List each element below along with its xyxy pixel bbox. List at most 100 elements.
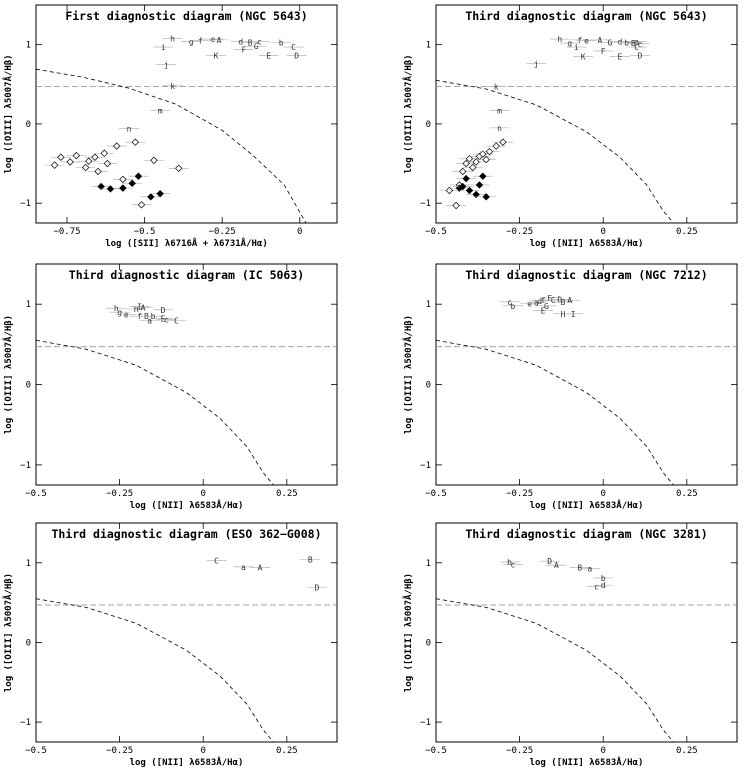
plot-frame xyxy=(435,522,738,743)
point-label-C: C xyxy=(291,43,296,52)
y-tick-label: 1 xyxy=(26,300,31,310)
x-tick-label: 0.25 xyxy=(676,746,698,756)
point-label-n: n xyxy=(497,124,502,133)
plot-frame xyxy=(35,4,338,224)
point-label-b: b xyxy=(511,302,516,311)
point-label-j: j xyxy=(164,60,169,69)
open-diamond-point xyxy=(479,150,487,158)
open-diamond-point xyxy=(482,155,490,164)
y-axis-label: log ([OIII] λ5007Å/Hβ) xyxy=(3,54,14,173)
point-label-a: a xyxy=(147,316,152,325)
filled-diamond-point xyxy=(128,179,136,188)
demarcation-curve xyxy=(36,68,307,223)
x-axis-label: log ([NII] λ6583Å/Hα) xyxy=(130,500,244,511)
y-axis-label: log ([OIII] λ5007Å/Hβ) xyxy=(3,573,14,692)
open-diamond-point xyxy=(472,158,480,166)
point-label-D: D xyxy=(161,306,166,315)
point-label-F: F xyxy=(601,47,606,56)
open-diamond-point xyxy=(100,149,108,157)
point-label-I: I xyxy=(571,310,576,319)
point-label-f: f xyxy=(541,296,546,305)
y-tick-label: 0 xyxy=(426,638,431,648)
plot-frame xyxy=(435,263,738,486)
point-label-e: e xyxy=(124,311,129,320)
point-label-c: c xyxy=(511,560,516,569)
open-diamond-point xyxy=(112,142,121,150)
chart-title: Third diagnostic diagram (NGC 7212) xyxy=(465,268,707,282)
point-label-D: D xyxy=(294,52,299,61)
point-label-b: b xyxy=(601,574,606,583)
open-diamond-point xyxy=(66,158,74,166)
filled-diamond-point xyxy=(147,193,155,201)
open-diamond-point xyxy=(492,142,500,150)
point-label-d: d xyxy=(537,297,542,306)
filled-diamond-point xyxy=(119,184,127,192)
point-label-f: f xyxy=(198,37,203,46)
point-label-g: g xyxy=(117,308,122,317)
x-tick-label: −0.25 xyxy=(106,489,133,499)
x-tick-label: 0.25 xyxy=(276,746,298,756)
point-label-G: G xyxy=(607,38,612,47)
open-diamond-point xyxy=(175,164,183,172)
open-diamond-point xyxy=(94,167,102,176)
y-tick-label: 0 xyxy=(26,120,31,130)
point-label-F: F xyxy=(241,45,246,54)
x-tick-label: −0.5 xyxy=(134,227,156,237)
x-tick-label: 0.25 xyxy=(276,489,298,499)
x-tick-label: 0 xyxy=(601,227,606,237)
plot-frame xyxy=(35,263,338,486)
x-tick-label: −0.5 xyxy=(25,489,47,499)
open-diamond-point xyxy=(50,161,59,169)
open-diamond-point xyxy=(499,138,507,146)
point-label-D: D xyxy=(557,295,562,304)
filled-diamond-point xyxy=(472,190,480,199)
open-diamond-point xyxy=(81,163,90,172)
y-tick-label: 1 xyxy=(426,559,431,569)
demarcation-curve xyxy=(436,339,674,485)
open-diamond-point xyxy=(72,151,81,160)
filled-diamond-point xyxy=(106,185,115,193)
x-tick-label: 0 xyxy=(201,489,206,499)
open-diamond-point xyxy=(469,163,477,172)
demarcation-curve xyxy=(436,598,674,742)
filled-diamond-point xyxy=(97,182,105,191)
y-axis-label: log ([OIII] λ5007Å/Hβ) xyxy=(3,315,14,434)
point-label-D: D xyxy=(315,584,320,593)
point-label-f: f xyxy=(137,312,142,321)
point-label-A: A xyxy=(141,303,146,312)
x-tick-label: −0.5 xyxy=(25,746,47,756)
x-tick-label: −0.25 xyxy=(506,227,533,237)
point-label-a: a xyxy=(241,563,246,572)
demarcation-curve xyxy=(436,79,674,223)
open-diamond-point xyxy=(131,138,139,146)
point-label-A: A xyxy=(258,564,263,573)
point-label-e: e xyxy=(527,299,532,308)
y-tick-label: 1 xyxy=(426,300,431,310)
filled-diamond-point xyxy=(459,182,467,191)
point-label-h: h xyxy=(114,304,119,313)
demarcation-curve xyxy=(36,339,274,485)
point-label-A: A xyxy=(554,561,559,570)
point-label-i: i xyxy=(574,43,579,52)
filled-diamond-point xyxy=(479,172,487,180)
point-label-c: c xyxy=(164,315,169,324)
filled-diamond-point xyxy=(465,186,474,195)
x-tick-label: 0 xyxy=(601,489,606,499)
x-tick-label: 0.25 xyxy=(676,227,698,237)
x-tick-label: −0.25 xyxy=(506,746,533,756)
y-axis-label: log ([OIII] λ5007Å/Hβ) xyxy=(403,54,414,173)
open-diamond-point xyxy=(91,153,99,161)
point-label-C: C xyxy=(174,316,179,325)
point-label-H: H xyxy=(561,310,566,319)
y-tick-label: 1 xyxy=(426,41,431,51)
point-label-C: C xyxy=(551,296,556,305)
plot-frame xyxy=(35,522,338,743)
open-diamond-point xyxy=(445,186,454,195)
point-label-b: b xyxy=(151,312,156,321)
x-tick-label: 0.25 xyxy=(676,489,698,499)
